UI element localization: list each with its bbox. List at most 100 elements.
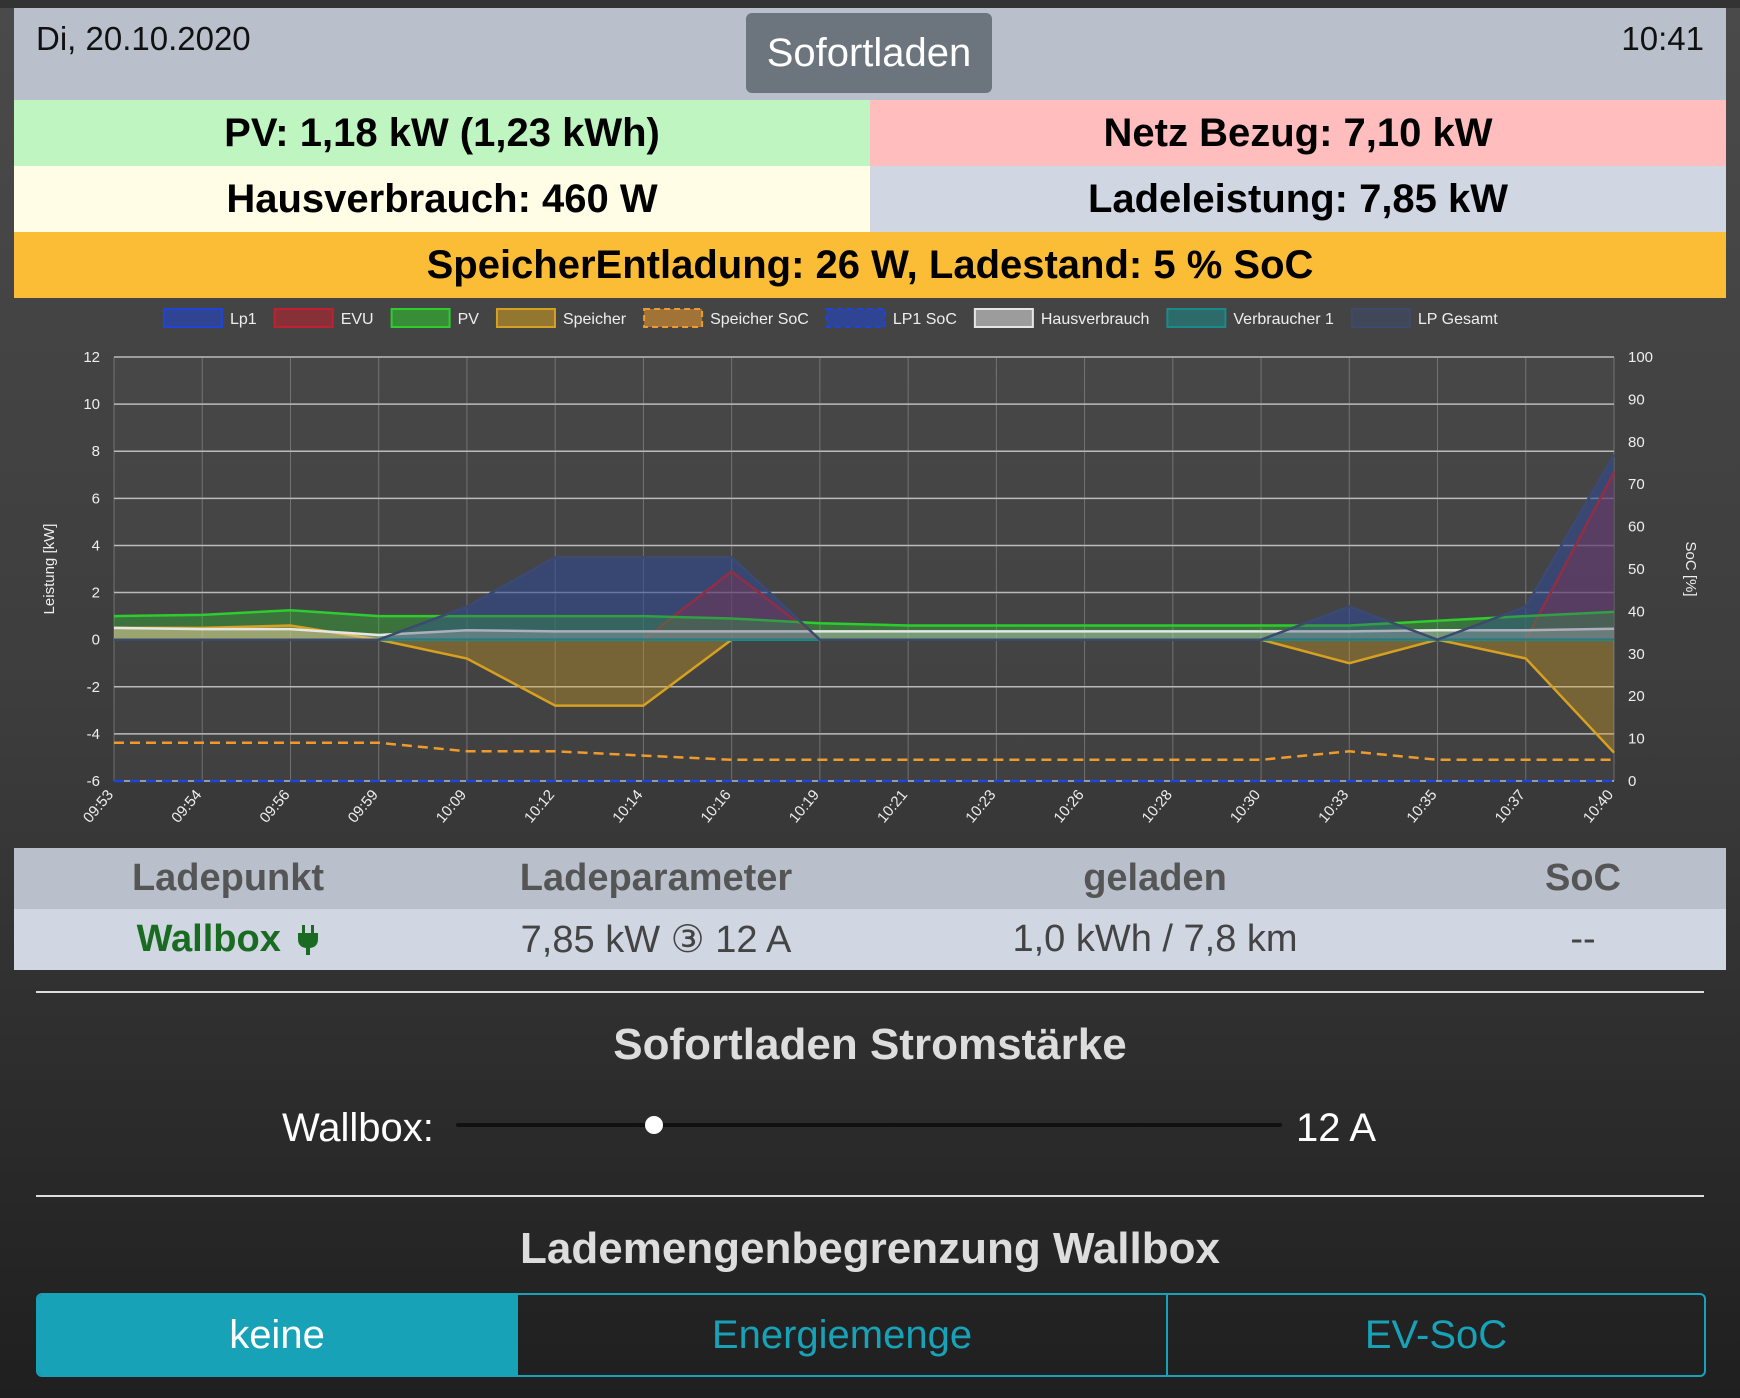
house-consumption-status: Hausverbrauch: 460 W — [14, 166, 870, 232]
series-area — [114, 625, 1614, 753]
legend-item: Speicher — [495, 308, 627, 328]
limit-option-ev-soc[interactable]: EV-SoC — [1166, 1295, 1704, 1375]
x-tick-label: 10:09 — [433, 787, 470, 827]
header-ladepunkt: Ladepunkt — [131, 857, 325, 899]
legend-swatch — [390, 308, 451, 328]
x-tick-label: 10:33 — [1315, 787, 1352, 827]
y-tick-label: 4 — [92, 537, 100, 554]
legend-label: PV — [458, 311, 480, 328]
power-chart[interactable]: 12 10 8 6 4 2 0 -2 -4 -6 100 90 80 70 60 50 40 30 20 10 0 09:… — [14, 305, 1726, 845]
legend-item: EVU — [273, 308, 374, 328]
header-bar: Di, 20.10.2020 Sofortladen 10:41 — [14, 8, 1726, 100]
limit-option-energiemenge[interactable]: Energiemenge — [516, 1295, 1166, 1375]
y-tick-label: 8 — [92, 443, 100, 460]
limit-section-title: Lademengenbegrenzung Wallbox — [520, 1224, 1220, 1273]
y-tick-label: 2 — [92, 585, 100, 602]
current-section-title: Sofortladen Stromstärke — [613, 1020, 1127, 1069]
legend-item: Hausverbrauch — [973, 308, 1149, 328]
x-tick-label: 10:21 — [874, 787, 911, 827]
header-ladeparameter: Ladeparameter — [519, 857, 793, 899]
legend-label: Speicher — [563, 311, 627, 328]
x-tick-label: 10:37 — [1492, 787, 1529, 827]
charge-parameters: 7,85 kW ③ 12 A — [520, 919, 792, 961]
x-tick-label: 09:56 — [256, 787, 293, 827]
current-slider-label: Wallbox: — [282, 1106, 434, 1150]
x-tick-label: 10:16 — [698, 787, 735, 827]
series-speicher-soc — [114, 741, 1614, 762]
power-chart-svg[interactable]: 121086420-2-4-6100908070605040302010009:… — [14, 305, 1726, 845]
legend-label: LP Gesamt — [1418, 311, 1498, 328]
date-display: Di, 20.10.2020 — [36, 20, 251, 57]
legend-label: Verbraucher 1 — [1233, 311, 1334, 328]
limit-button-group: keine Energiemenge EV-SoC — [36, 1293, 1706, 1377]
x-tick-label: 09:59 — [345, 787, 382, 827]
legend-swatch — [273, 308, 334, 328]
y-tick-label: 0 — [92, 632, 100, 649]
legend-swatch — [163, 308, 223, 328]
legend-swatch — [643, 308, 704, 328]
x-tick-label: 10:23 — [962, 787, 999, 827]
storage-status: SpeicherEntladung: 26 W, Ladestand: 5 % … — [14, 232, 1726, 298]
y2-axis-label: SoC [%] — [1682, 541, 1699, 596]
x-tick-label: 10:28 — [1139, 787, 1176, 827]
legend-swatch — [1166, 308, 1227, 328]
y2-tick-label: 0 — [1628, 773, 1636, 790]
grid-status: Netz Bezug: 7,10 kW — [870, 100, 1726, 166]
x-tick-label: 10:26 — [1050, 787, 1087, 827]
section-divider — [36, 1195, 1704, 1197]
legend-item: Speicher SoC — [643, 308, 809, 328]
x-tick-label: 10:30 — [1227, 787, 1264, 827]
y2-tick-label: 80 — [1628, 434, 1645, 451]
legend-label: LP1 SoC — [893, 311, 957, 328]
charge-point-name[interactable]: Wallbox — [136, 918, 281, 960]
header-geladen: geladen — [1083, 857, 1227, 899]
legend-item: Verbraucher 1 — [1166, 308, 1334, 328]
series-line — [114, 741, 1614, 762]
legend-swatch — [1350, 308, 1411, 328]
y-tick-label: 12 — [83, 349, 100, 366]
legend-swatch — [973, 308, 1034, 328]
x-tick-label: 10:12 — [521, 787, 558, 827]
plot-area — [114, 357, 1614, 781]
charge-point-cell[interactable]: Wallbox — [14, 918, 442, 961]
charge-point-table: Ladepunkt Ladeparameter geladen SoC Wall… — [14, 848, 1726, 970]
series-line — [114, 454, 1616, 642]
charge-power-status: Ladeleistung: 7,85 kW — [870, 166, 1726, 232]
table-row[interactable]: Wallbox 7,85 kW ③ 12 A 1,0 kWh / 7,8 km … — [14, 909, 1726, 970]
y2-tick-label: 20 — [1628, 688, 1645, 705]
table-header-row: Ladepunkt Ladeparameter geladen SoC — [14, 848, 1726, 909]
y2-tick-label: 10 — [1628, 731, 1645, 748]
x-tick-label: 10:40 — [1580, 787, 1617, 827]
y-tick-label: -4 — [87, 726, 100, 743]
mode-button[interactable]: Sofortladen — [746, 13, 992, 93]
y2-tick-label: 40 — [1628, 603, 1645, 620]
legend-label: Lp1 — [230, 311, 257, 328]
soc-value: -- — [1570, 918, 1596, 960]
legend-item: LP1 SoC — [825, 308, 957, 328]
pv-status: PV: 1,18 kW (1,23 kWh) — [14, 100, 870, 166]
plug-icon — [298, 925, 319, 955]
legend-item: Lp1 — [163, 308, 257, 328]
legend-item: PV — [390, 308, 480, 328]
current-value: 12 A — [1296, 1106, 1377, 1150]
charged-amount: 1,0 kWh / 7,8 km — [1012, 918, 1298, 960]
y-tick-label: 6 — [92, 490, 100, 507]
y2-tick-label: 30 — [1628, 646, 1645, 663]
legend-swatch — [495, 308, 556, 328]
y-axis-label: Leistung [kW] — [41, 524, 58, 615]
x-tick-label: 09:53 — [80, 787, 117, 827]
limit-option-keine[interactable]: keine — [38, 1295, 516, 1375]
x-tick-label: 10:35 — [1403, 787, 1440, 827]
x-tick-label: 10:14 — [609, 787, 646, 827]
y2-tick-label: 60 — [1628, 519, 1645, 536]
section-divider — [36, 991, 1704, 993]
y2-tick-label: 50 — [1628, 561, 1645, 578]
legend-label: EVU — [341, 311, 374, 328]
current-slider[interactable] — [456, 1116, 1282, 1134]
legend-item: LP Gesamt — [1350, 308, 1498, 328]
current-slider-handle[interactable] — [645, 1116, 664, 1134]
y2-tick-label: 90 — [1628, 391, 1645, 408]
y2-tick-label: 100 — [1628, 349, 1653, 366]
y-tick-label: -2 — [87, 679, 100, 696]
series-lp-gesamt — [114, 454, 1616, 642]
